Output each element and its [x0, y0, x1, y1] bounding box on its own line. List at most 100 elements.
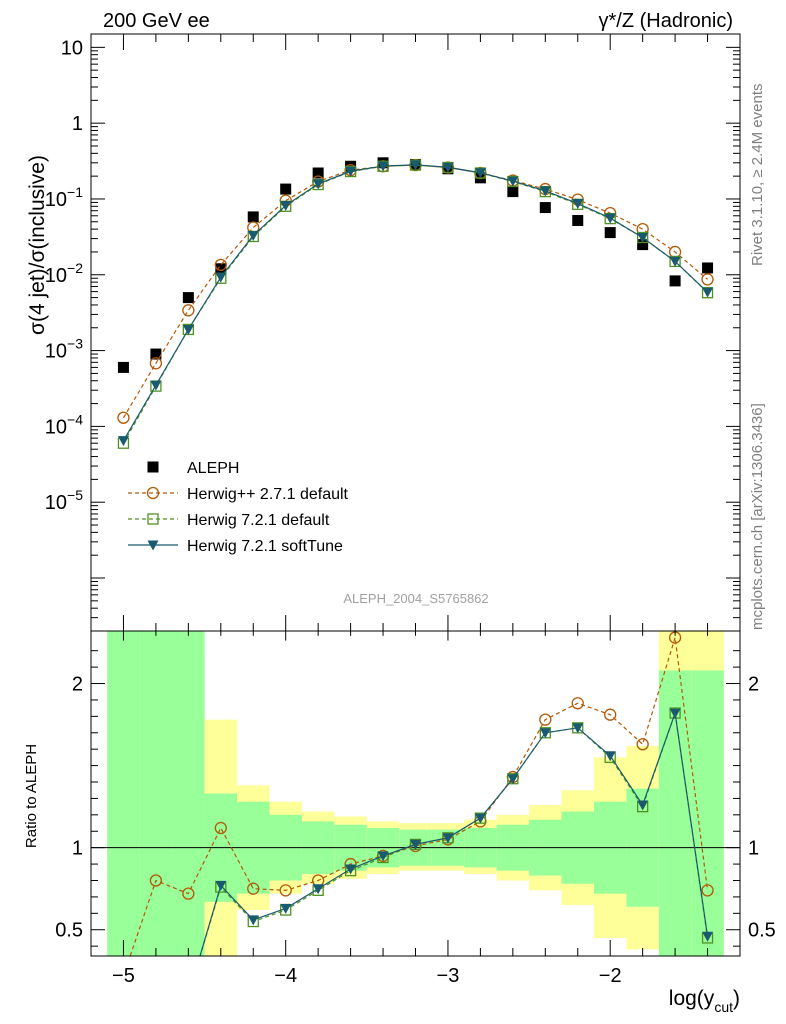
ratio-data-point: [637, 800, 649, 811]
main-y-tick-label: 1: [72, 113, 83, 135]
ratio-data-point: [636, 738, 649, 751]
green-band-bin: [107, 631, 140, 956]
ratio-data-point: [182, 887, 195, 900]
ratio-data-point: [571, 697, 584, 710]
ratio-data-point: [539, 728, 551, 739]
main-y-tick-label: 10−2: [45, 260, 83, 287]
main-data-point: [539, 186, 551, 197]
main-data-point: [149, 357, 163, 370]
main-series-line: [122, 164, 708, 441]
ratio-data-point: [442, 833, 454, 844]
ratio-data-point: [604, 708, 617, 721]
main-data-point: [280, 183, 292, 195]
header-left-label: 200 GeV ee: [103, 10, 210, 32]
ratio-y-tick-label: 1: [72, 838, 83, 860]
green-band-bin: [139, 631, 173, 956]
ratio-data-point: [149, 874, 163, 887]
main-data-point: [604, 227, 616, 239]
ratio-y-tick-label: 0.5: [55, 920, 83, 942]
main-data-point: [539, 202, 551, 214]
main-data-point: [215, 263, 227, 275]
legend-label: Herwig 7.2.1 softTune: [187, 538, 343, 555]
mcplots-label: mcplots.cern.ch [arXiv:1306.3436]: [749, 403, 766, 630]
main-data-point: [637, 239, 649, 251]
main-y-tick-label: 10−1: [45, 184, 83, 211]
main-data-point: [214, 258, 227, 272]
legend: ALEPH Herwig++ 2.7.1 default Herwig 7.2.1 …: [128, 460, 349, 555]
legend-marker: [147, 513, 159, 525]
main-data-point: [117, 411, 130, 424]
ratio-y-tick-label-right: 0.5: [748, 920, 776, 942]
main-series-line: [122, 164, 708, 419]
main-data-point: [345, 166, 357, 177]
main-data-point: [637, 233, 649, 244]
main-data-point: [312, 167, 324, 179]
green-band-bin: [172, 631, 205, 956]
ratio-data-point: [604, 751, 616, 762]
ratio-data-point: [410, 839, 421, 850]
main-data-point: [215, 272, 227, 283]
ratio-series-line: [129, 637, 709, 956]
x-tick-label: −4: [274, 965, 297, 987]
ratio-data-point: [572, 723, 584, 734]
x-tick-label: −5: [112, 965, 135, 987]
main-data-point: [701, 273, 714, 286]
x-tick-label: −3: [437, 965, 460, 987]
main-y-tick-label: 10−3: [45, 336, 83, 363]
main-data-point: [702, 287, 714, 298]
ratio-data-point: [312, 884, 324, 895]
main-data-point: [669, 275, 681, 287]
ratio-data-point: [474, 813, 486, 824]
main-y-tick-label: 10−5: [45, 487, 83, 514]
analysis-label: ALEPH_2004_S5765862: [343, 591, 488, 606]
main-data-point: [117, 436, 129, 447]
header-right-label: γ*/Z (Hadronic): [599, 10, 733, 32]
green-band-bin: [691, 670, 724, 956]
main-y-tick-label: 10−4: [45, 411, 83, 438]
main-data-point: [150, 380, 162, 391]
legend-marker: [147, 461, 159, 473]
main-data-point: [182, 304, 195, 317]
ratio-data-point: [247, 882, 260, 895]
main-data-point: [669, 256, 681, 267]
ratio-y-tick-label: 2: [72, 674, 83, 696]
legend-marker: [146, 486, 160, 500]
legend-label: Herwig 7.2.1 default: [187, 512, 330, 529]
main-y-axis-label: σ(4 jet)/σ(inclusive): [26, 155, 49, 335]
main-y-tick-label: 10: [61, 37, 83, 59]
ratio-y-axis-label: Ratio to ALEPH: [23, 744, 40, 848]
legend-marker: [147, 540, 159, 551]
ratio-data-point: [214, 821, 227, 835]
main-series-line: [122, 164, 708, 444]
main-data-point: [410, 160, 421, 171]
main-data-point: [604, 213, 616, 224]
legend-label: Herwig++ 2.7.1 default: [187, 486, 349, 503]
main-data-point: [117, 361, 129, 373]
rivet-version-label: Rivet 3.1.10, ≥ 2.4M events: [749, 84, 766, 267]
main-data-point: [572, 199, 584, 210]
main-data-point: [312, 179, 324, 190]
ratio-uncertainty-bands: [107, 631, 724, 956]
main-data-point: [280, 201, 292, 212]
ratio-panel-marks: [91, 631, 740, 956]
legend-label: ALEPH: [187, 460, 239, 477]
main-data-point: [572, 214, 584, 226]
ratio-data-point: [701, 884, 714, 897]
ratio-y-tick-label-right: 2: [748, 674, 759, 696]
main-data-point: [247, 230, 259, 241]
main-data-point: [150, 348, 162, 360]
main-data-point: [507, 176, 519, 187]
ratio-data-point: [702, 931, 714, 942]
main-data-point: [182, 292, 194, 304]
main-data-point: [474, 168, 486, 179]
main-data-point: [377, 161, 389, 172]
ratio-data-point: [377, 851, 389, 862]
x-axis-label: log(ycut): [669, 987, 740, 1015]
ratio-data-point: [215, 880, 227, 891]
main-data-point: [702, 262, 714, 274]
main-data-point: [247, 211, 259, 223]
ratio-data-point: [669, 708, 681, 719]
ratio-data-point: [280, 903, 292, 914]
